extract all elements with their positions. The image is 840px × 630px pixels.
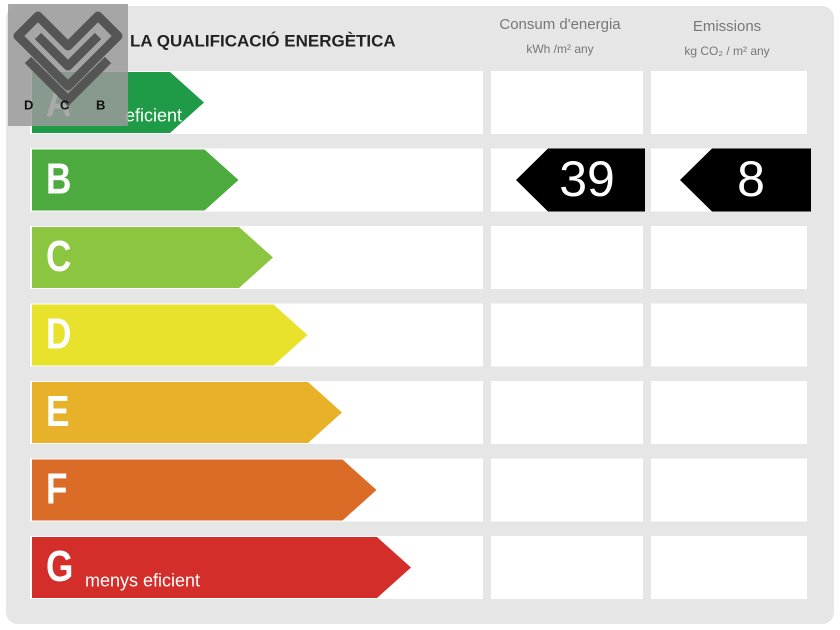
column-unit: kWh /m² any xyxy=(526,42,593,56)
logo: D C B xyxy=(8,4,128,126)
logo-letter: C xyxy=(60,97,70,112)
rating-arrow xyxy=(32,537,411,598)
rating-letter: G xyxy=(46,542,73,591)
rating-label: eficient xyxy=(125,105,182,125)
rating-letter: F xyxy=(46,465,68,514)
row-cell xyxy=(491,226,643,289)
column-title: Consum d'energia xyxy=(499,16,621,33)
rating-letter: E xyxy=(46,387,69,436)
row-cell xyxy=(651,71,807,134)
rating-letter: D xyxy=(46,310,71,359)
row-cell xyxy=(651,536,807,599)
row-cell xyxy=(651,303,807,367)
rating-arrow xyxy=(32,227,273,288)
rating-arrow xyxy=(32,382,342,443)
rating-arrow xyxy=(32,149,239,211)
rating-arrow xyxy=(32,304,308,366)
logo-letter: B xyxy=(96,97,105,112)
row-cell xyxy=(491,458,643,522)
row-cell xyxy=(491,536,643,599)
row-cell xyxy=(651,226,807,289)
value-arrow xyxy=(516,148,645,212)
row-cell xyxy=(651,381,807,444)
column-title: Emissions xyxy=(693,18,761,35)
logo-shape xyxy=(24,56,112,107)
row-cell xyxy=(491,303,643,367)
row-cell xyxy=(491,381,643,444)
rating-letter: B xyxy=(46,155,71,204)
row-cell xyxy=(491,71,643,134)
rating-label: menys eficient xyxy=(85,570,200,590)
rating-arrow xyxy=(32,459,377,521)
row-cell xyxy=(651,458,807,522)
value: 39 xyxy=(559,151,615,207)
title: LA QUALIFICACIÓ ENERGÈTICA xyxy=(130,31,396,50)
logo-shape xyxy=(13,11,123,91)
value: 8 xyxy=(737,151,765,207)
value-arrow xyxy=(680,148,811,212)
logo-letter: D xyxy=(24,97,33,112)
column-unit: kg CO₂ / m² any xyxy=(684,44,769,58)
rating-letter: C xyxy=(46,232,71,281)
